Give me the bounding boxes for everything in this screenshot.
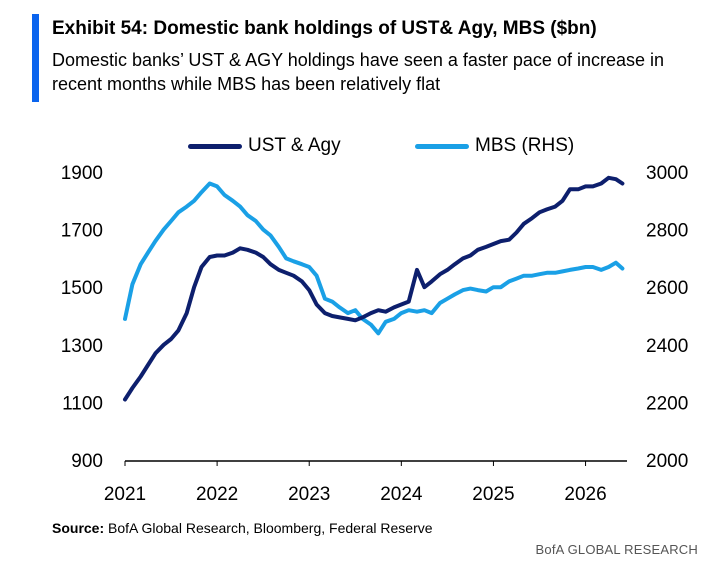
x-tick-label: 2023 bbox=[288, 484, 330, 505]
series-line-ust-agy bbox=[123, 175, 625, 402]
legend-item-ust: UST & Agy bbox=[188, 132, 341, 160]
source-note: Source: BofA Global Research, Bloomberg,… bbox=[52, 520, 433, 536]
y-left-tick-label: 1300 bbox=[61, 336, 103, 357]
y-right-tick-label: 2400 bbox=[646, 336, 688, 357]
y-left-tick-label: 1100 bbox=[62, 393, 103, 414]
y-left-tick-label: 1500 bbox=[61, 278, 103, 299]
y-left-tick-label: 1700 bbox=[61, 221, 103, 242]
chart-subtitle: Domestic banks’ UST & AGY holdings have … bbox=[52, 50, 664, 94]
title-accent-bar bbox=[32, 14, 39, 102]
y-right-tick-label: 2800 bbox=[646, 221, 688, 242]
y-left-tick-label: 900 bbox=[71, 451, 103, 472]
y-right-tick-label: 2200 bbox=[646, 393, 688, 414]
y-right-tick-label: 2000 bbox=[646, 451, 688, 472]
legend-item-mbs: MBS (RHS) bbox=[415, 132, 574, 160]
chart-title: Exhibit 54: Domestic bank holdings of US… bbox=[52, 18, 597, 39]
series-line-mbs bbox=[123, 181, 625, 336]
x-tick-label: 2022 bbox=[196, 484, 238, 505]
legend-label-mbs: MBS (RHS) bbox=[475, 135, 575, 156]
legend-swatch-mbs bbox=[415, 143, 469, 149]
y-right-tick-label: 3000 bbox=[646, 163, 688, 184]
y-left-tick-label: 1900 bbox=[61, 163, 103, 184]
x-tick-label: 2024 bbox=[380, 484, 423, 505]
x-tick-label: 2026 bbox=[564, 484, 606, 505]
source-label: Source: bbox=[52, 520, 105, 536]
y-right-tick-label: 2600 bbox=[646, 278, 688, 299]
source-text: BofA Global Research, Bloomberg, Federal… bbox=[108, 520, 433, 536]
x-tick-label: 2025 bbox=[472, 484, 514, 505]
legend-swatch-ust bbox=[188, 143, 242, 149]
x-tick-label: 2021 bbox=[104, 484, 146, 505]
brand-footer: BofA GLOBAL RESEARCH bbox=[535, 542, 698, 557]
legend-label-ust: UST & Agy bbox=[248, 135, 341, 156]
legend: UST & Agy MBS (RHS) bbox=[0, 132, 726, 162]
